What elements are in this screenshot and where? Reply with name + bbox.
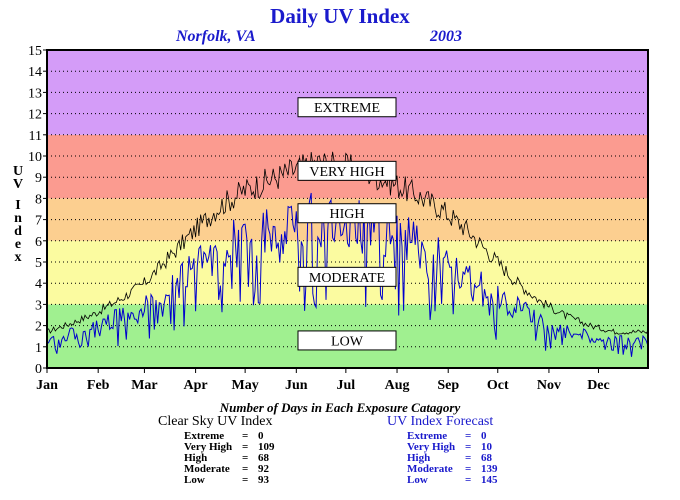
band-label: MODERATE bbox=[309, 271, 385, 286]
series-line-clear-sky-uv-index bbox=[46, 151, 649, 335]
clear-sky-row: Low = 93 bbox=[184, 475, 275, 486]
forecast-value: 68 bbox=[481, 452, 492, 464]
forecast-label: Low bbox=[407, 474, 428, 486]
clear-sky-row: Extreme = 0 bbox=[184, 431, 275, 442]
y-tick-label: 10 bbox=[28, 150, 42, 165]
band-label-box bbox=[297, 160, 397, 181]
forecast-label: Moderate bbox=[407, 463, 453, 475]
forecast-value: 10 bbox=[481, 441, 492, 453]
x-tick-label: Sep bbox=[437, 378, 459, 393]
clear-sky-equals: = bbox=[242, 452, 249, 464]
forecast-equals: = bbox=[465, 430, 472, 442]
forecast-row: Extreme = 0 bbox=[407, 431, 498, 442]
forecast-value: 139 bbox=[481, 463, 498, 475]
forecast-equals: = bbox=[465, 441, 472, 453]
forecast-equals: = bbox=[465, 463, 472, 475]
clear-sky-value: 93 bbox=[258, 474, 269, 486]
band-label: LOW bbox=[331, 334, 364, 349]
clear-sky-label: Extreme bbox=[184, 430, 225, 442]
y-tick-label: 13 bbox=[28, 86, 42, 101]
y-tick-label: 4 bbox=[35, 277, 42, 292]
forecast-label: Extreme bbox=[407, 430, 448, 442]
forecast-value: 145 bbox=[481, 474, 498, 486]
clear-sky-value: 92 bbox=[258, 463, 269, 475]
y-tick-label: 0 bbox=[35, 362, 42, 377]
clear-sky-equals: = bbox=[242, 430, 249, 442]
chart-year: 2003 bbox=[429, 28, 462, 45]
forecast-label: Very High bbox=[407, 441, 456, 453]
x-tick-label: Nov bbox=[537, 378, 561, 393]
x-tick-label: Mar bbox=[131, 378, 157, 393]
forecast-table: Extreme = 0 Very High = 10 High = 68 Moderate = 139… bbox=[407, 431, 498, 486]
forecast-stats: UV Index Forecast Extreme = 0 Very High = 10 H… bbox=[387, 414, 498, 486]
clear-sky-stats: Clear Sky UV Index Extreme = 0 Very High = 10… bbox=[158, 414, 275, 486]
band-label: EXTREME bbox=[314, 101, 380, 116]
clear-sky-row: Moderate = 92 bbox=[184, 464, 275, 475]
y-tick-label: 1 bbox=[35, 341, 42, 356]
band-label-box bbox=[297, 266, 397, 287]
clear-sky-value: 0 bbox=[258, 430, 264, 442]
clear-sky-equals: = bbox=[242, 463, 249, 475]
x-tick-label: Dec bbox=[587, 378, 610, 393]
y-tick-label: 11 bbox=[29, 129, 42, 144]
clear-sky-value: 109 bbox=[258, 441, 275, 453]
chart-location: Norfolk, VA bbox=[175, 28, 256, 45]
clear-sky-table: Extreme = 0 Very High = 109 High = 68 Moderate = 92… bbox=[184, 431, 275, 486]
band-labels: LOW MODERATE HIGH VERY HIGH EXTREME bbox=[297, 97, 397, 351]
x-tick-label: May bbox=[232, 378, 259, 393]
y-tick-label: 6 bbox=[35, 235, 42, 250]
forecast-title: UV Index Forecast bbox=[387, 414, 494, 429]
band-label: HIGH bbox=[330, 207, 365, 222]
forecast-row: Low = 145 bbox=[407, 475, 498, 486]
y-tick-label: 14 bbox=[28, 65, 42, 80]
forecast-row: High = 68 bbox=[407, 453, 498, 464]
forecast-value: 0 bbox=[481, 430, 487, 442]
clear-sky-label: Very High bbox=[184, 441, 233, 453]
y-tick-label: 9 bbox=[35, 171, 42, 186]
band-label: VERY HIGH bbox=[309, 165, 384, 180]
forecast-equals: = bbox=[465, 452, 472, 464]
clear-sky-equals: = bbox=[242, 474, 249, 486]
clear-sky-title: Clear Sky UV Index bbox=[158, 414, 273, 429]
forecast-row: Very High = 10 bbox=[407, 442, 498, 453]
forecast-row: Moderate = 139 bbox=[407, 464, 498, 475]
x-tick-label: Jul bbox=[337, 378, 356, 393]
band-label-box bbox=[297, 97, 397, 118]
y-tick-label: 15 bbox=[28, 44, 42, 59]
band-label-box bbox=[297, 203, 397, 224]
y-tick-label: 12 bbox=[28, 108, 42, 123]
y-tick-label: 2 bbox=[35, 320, 42, 335]
chart-title: Daily UV Index bbox=[270, 4, 410, 28]
clear-sky-label: High bbox=[184, 452, 208, 464]
y-tick-label: 8 bbox=[35, 192, 42, 207]
series-line-uv-index-forecast bbox=[46, 192, 649, 357]
clear-sky-row: High = 68 bbox=[184, 453, 275, 464]
plot-frame bbox=[46, 49, 649, 369]
x-tick-label: Apr bbox=[184, 378, 208, 393]
forecast-equals: = bbox=[465, 474, 472, 486]
band-label-box bbox=[297, 330, 397, 351]
clear-sky-value: 68 bbox=[258, 452, 269, 464]
days-caption: Number of Days in Each Exposure Catagory bbox=[219, 400, 461, 415]
y-tick-label: 7 bbox=[35, 214, 42, 229]
x-tick-label: Jun bbox=[285, 378, 308, 393]
forecast-label: High bbox=[407, 452, 431, 464]
y-tick-label: 3 bbox=[35, 298, 42, 313]
clear-sky-label: Moderate bbox=[184, 463, 230, 475]
x-tick-label: Jan bbox=[36, 378, 58, 393]
x-tick-label: Aug bbox=[385, 378, 410, 393]
series-lines bbox=[46, 151, 649, 357]
y-tick-label: 5 bbox=[35, 256, 42, 271]
x-tick-label: Oct bbox=[487, 378, 509, 393]
clear-sky-equals: = bbox=[242, 441, 249, 453]
x-tick-label: Feb bbox=[87, 378, 110, 393]
clear-sky-label: Low bbox=[184, 474, 205, 486]
clear-sky-row: Very High = 109 bbox=[184, 442, 275, 453]
